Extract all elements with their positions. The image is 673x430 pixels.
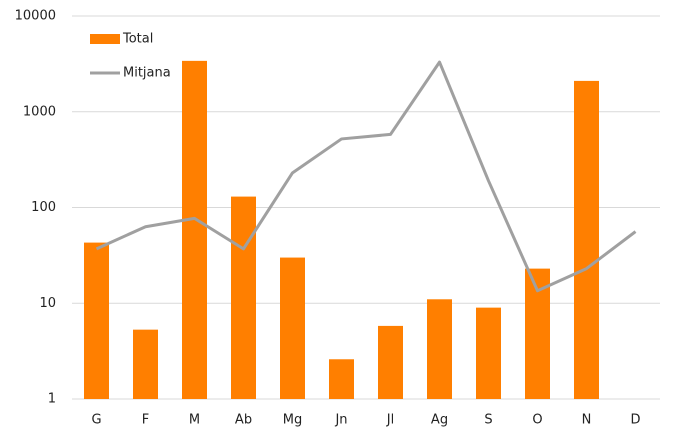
x-tick-label: S xyxy=(484,413,492,428)
bar xyxy=(427,299,452,399)
x-tick-label: Jl xyxy=(386,413,394,428)
bar xyxy=(378,325,403,399)
legend-swatch xyxy=(90,34,120,44)
x-tick-label: O xyxy=(532,413,542,428)
bar xyxy=(329,359,354,399)
bar xyxy=(182,60,207,399)
bar xyxy=(84,242,109,399)
bar xyxy=(280,257,305,399)
y-tick-label: 10 xyxy=(39,296,56,311)
y-tick-label: 1000 xyxy=(23,104,56,119)
line xyxy=(95,60,637,293)
bar xyxy=(476,307,501,399)
bar xyxy=(133,329,158,399)
y-tick-label: 10000 xyxy=(15,9,56,24)
x-tick-label: Jn xyxy=(334,413,347,428)
y-tick-label: 1 xyxy=(48,392,56,407)
y-tick-label: 100 xyxy=(31,200,56,215)
bar xyxy=(231,196,256,399)
x-tick-label: N xyxy=(582,413,592,428)
x-tick-label: D xyxy=(630,413,640,428)
x-tick-label: G xyxy=(91,413,101,428)
legend-label: Mitjana xyxy=(123,66,171,81)
bar xyxy=(574,80,599,400)
x-tick-label: Mg xyxy=(283,413,302,428)
x-tick-label: F xyxy=(142,413,149,428)
x-tick-label: M xyxy=(189,413,200,428)
x-tick-label: Ag xyxy=(431,413,448,428)
x-tick-label: Ab xyxy=(235,413,252,428)
legend-label: Total xyxy=(122,32,153,47)
